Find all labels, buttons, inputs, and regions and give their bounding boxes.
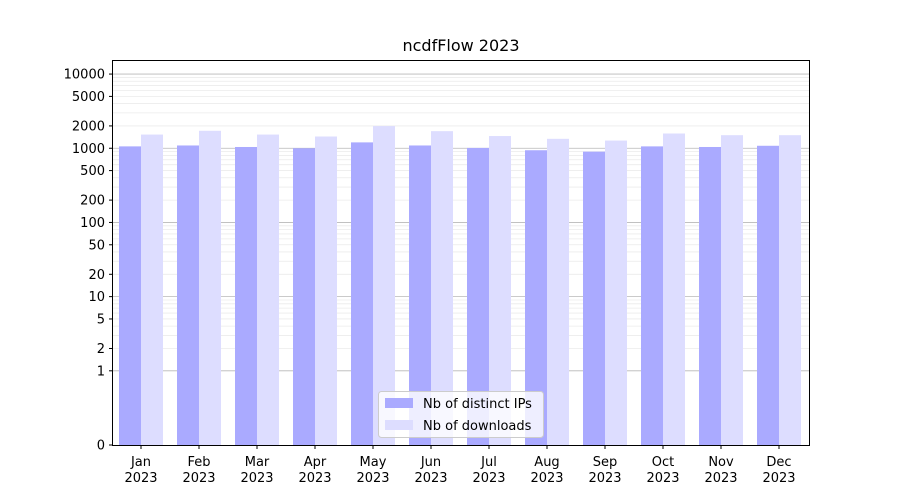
y-tick-label: 2 bbox=[97, 342, 105, 357]
legend-swatch-ips bbox=[385, 398, 413, 408]
legend-swatch-downloads bbox=[385, 420, 413, 430]
bar-downloads bbox=[605, 140, 627, 446]
bar-downloads bbox=[489, 136, 511, 445]
bar-downloads bbox=[141, 134, 163, 445]
bar-distinct-ips bbox=[177, 145, 199, 445]
x-tick-label-month: Jun bbox=[420, 455, 441, 470]
y-tick-label: 10 bbox=[88, 290, 105, 305]
y-tick-label: 500 bbox=[80, 164, 105, 179]
bar-downloads bbox=[721, 135, 743, 445]
x-tick-label-month: Mar bbox=[245, 455, 270, 470]
x-tick-label-year: 2023 bbox=[240, 471, 273, 486]
bar-distinct-ips bbox=[235, 146, 257, 446]
x-tick-label-month: Apr bbox=[304, 455, 327, 470]
x-tick-label-year: 2023 bbox=[124, 471, 157, 486]
plot-area-frame bbox=[112, 60, 810, 446]
y-axis-ticks: 0 1 2 5 10 20 50 100 200 500 1000 2000 5000 10000 bbox=[64, 68, 113, 454]
y-tick-label: 10000 bbox=[64, 68, 105, 83]
bar-downloads bbox=[663, 133, 685, 445]
bar-distinct-ips bbox=[525, 150, 547, 445]
x-axis-ticks: Jan2023Feb2023Mar2023Apr2023May2023Jun20… bbox=[124, 445, 796, 486]
x-tick-label-year: 2023 bbox=[472, 471, 505, 486]
x-tick-label-year: 2023 bbox=[588, 471, 621, 486]
x-tick-label-year: 2023 bbox=[762, 471, 795, 486]
x-tick-label-month: Oct bbox=[652, 455, 674, 470]
bar-downloads bbox=[779, 135, 801, 445]
bar-downloads bbox=[315, 136, 337, 445]
bar-distinct-ips bbox=[409, 145, 431, 445]
legend-label-downloads: Nb of downloads bbox=[423, 419, 532, 434]
y-tick-label: 1000 bbox=[72, 142, 105, 157]
y-tick-label: 200 bbox=[80, 194, 105, 209]
y-tick-label: 5 bbox=[97, 312, 105, 327]
x-tick-label-month: Nov bbox=[708, 455, 734, 470]
x-tick-label-month: Jan bbox=[130, 455, 151, 470]
bar-distinct-ips bbox=[293, 148, 315, 445]
legend-box bbox=[378, 391, 544, 438]
y-tick-label: 100 bbox=[80, 216, 105, 231]
bar-downloads bbox=[373, 126, 395, 445]
bar-distinct-ips bbox=[119, 146, 141, 446]
x-tick-label-year: 2023 bbox=[182, 471, 215, 486]
bars bbox=[119, 126, 801, 446]
bar-downloads bbox=[547, 138, 569, 446]
y-tick-label: 20 bbox=[88, 268, 105, 283]
y-tick-label: 5000 bbox=[72, 90, 105, 105]
x-tick-label-year: 2023 bbox=[704, 471, 737, 486]
bar-distinct-ips bbox=[699, 146, 721, 446]
bar-distinct-ips bbox=[351, 142, 373, 445]
y-tick-label: 50 bbox=[88, 238, 105, 253]
bar-distinct-ips bbox=[583, 151, 605, 445]
x-tick-label-month: Aug bbox=[534, 455, 559, 470]
legend: Nb of distinct IPs Nb of downloads bbox=[378, 391, 544, 438]
x-tick-label-month: Sep bbox=[593, 455, 618, 470]
x-tick-label-month: May bbox=[360, 455, 387, 470]
bar-downloads bbox=[199, 130, 221, 445]
bar-distinct-ips bbox=[641, 146, 663, 446]
x-tick-label-year: 2023 bbox=[356, 471, 389, 486]
y-tick-label: 2000 bbox=[72, 119, 105, 134]
bar-distinct-ips bbox=[757, 145, 779, 445]
grid-lines bbox=[113, 73, 809, 372]
x-tick-label-year: 2023 bbox=[298, 471, 331, 486]
bar-downloads bbox=[431, 131, 453, 445]
x-tick-label-month: Jul bbox=[480, 455, 497, 470]
x-tick-label-month: Feb bbox=[187, 455, 210, 470]
x-tick-label-year: 2023 bbox=[530, 471, 563, 486]
x-tick-label-month: Dec bbox=[766, 455, 791, 470]
x-tick-label-year: 2023 bbox=[414, 471, 447, 486]
bar-distinct-ips bbox=[467, 147, 489, 445]
legend-label-ips: Nb of distinct IPs bbox=[423, 397, 532, 412]
bar-downloads bbox=[257, 134, 279, 445]
chart-title: ncdfFlow 2023 bbox=[402, 36, 519, 55]
y-tick-label: 1 bbox=[97, 364, 105, 379]
y-tick-label: 0 bbox=[97, 439, 105, 454]
x-tick-label-year: 2023 bbox=[646, 471, 679, 486]
